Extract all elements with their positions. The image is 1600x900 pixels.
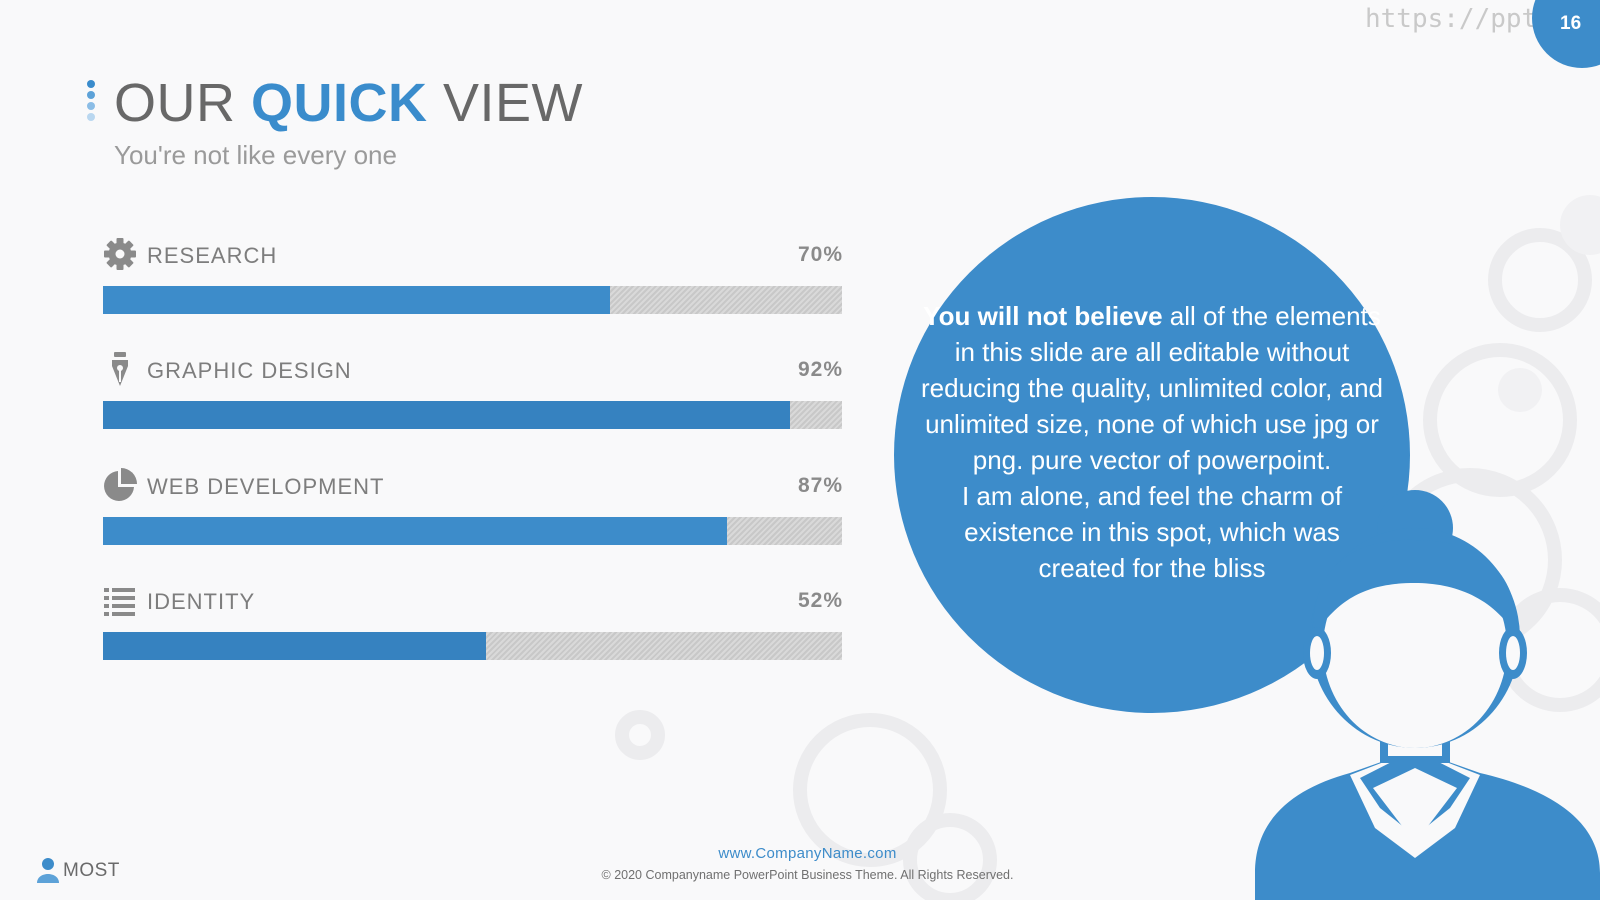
title-part-2: VIEW xyxy=(427,73,584,133)
skill-web-development: WEB DEVELOPMENT 87% xyxy=(103,468,843,552)
logo-text: MOST xyxy=(63,860,120,881)
progress-fill xyxy=(103,632,486,660)
company-logo: MOST xyxy=(36,855,146,885)
gear-icon xyxy=(104,238,136,270)
pie-chart-icon xyxy=(104,468,137,501)
bubble-body: all of the elements in this slide are al… xyxy=(920,301,1384,475)
title-dots-decoration xyxy=(87,80,97,124)
progress-track xyxy=(103,401,842,429)
skill-label: RESEARCH xyxy=(147,243,278,268)
logo-mark-icon xyxy=(37,858,59,883)
skill-percent: 52% xyxy=(797,589,843,612)
skill-label: WEB DEVELOPMENT xyxy=(147,474,385,499)
pen-nib-icon xyxy=(112,352,128,386)
list-icon xyxy=(104,588,135,616)
title-part-1: OUR xyxy=(114,73,251,133)
skill-research: RESEARCH 70% xyxy=(103,238,843,321)
bubble-second-paragraph: I am alone, and feel the charm of existe… xyxy=(961,481,1343,583)
page-title: OUR QUICK VIEW xyxy=(114,72,583,134)
progress-track xyxy=(103,517,842,545)
page-subtitle: You're not like every one xyxy=(114,140,397,170)
progress-fill xyxy=(103,517,727,545)
progress-fill xyxy=(103,401,790,429)
bubble-text: You will not believe all of the elements… xyxy=(920,298,1384,586)
bubble-bold-lead: You will not believe xyxy=(923,301,1163,331)
footer-copyright: © 2020 Companyname PowerPoint Business T… xyxy=(601,868,1014,882)
skill-percent: 92% xyxy=(797,358,843,381)
progress-fill xyxy=(103,286,610,314)
skill-label: GRAPHIC DESIGN xyxy=(147,358,352,383)
title-accent: QUICK xyxy=(251,73,428,133)
skill-graphic-design: GRAPHIC DESIGN 92% xyxy=(103,352,843,436)
progress-track xyxy=(103,632,842,660)
skill-percent: 87% xyxy=(797,474,843,497)
footer-website-link[interactable]: www.CompanyName.com xyxy=(718,845,897,862)
progress-track xyxy=(103,286,842,314)
page-number: 16 xyxy=(1560,13,1582,34)
skill-identity: IDENTITY 52% xyxy=(103,587,843,667)
skill-percent: 70% xyxy=(797,243,843,266)
person-illustration-icon xyxy=(1255,490,1600,900)
skill-label: IDENTITY xyxy=(147,589,256,614)
